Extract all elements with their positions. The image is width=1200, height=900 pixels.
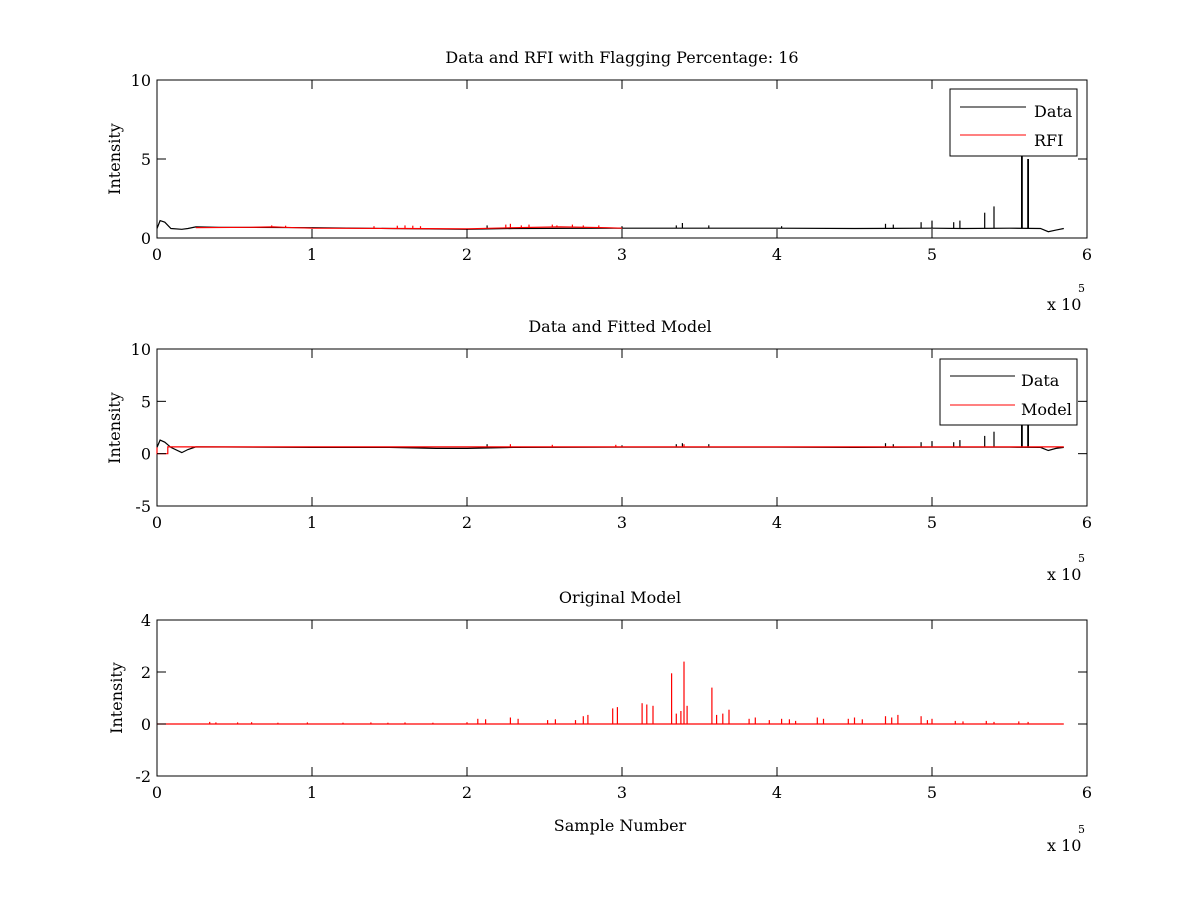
subplot-1-series-data-line — [156, 219, 1064, 233]
subplot-3-x-exponent-power: 5 — [1078, 823, 1085, 836]
subplot-1-xtick-label: 0 — [152, 245, 162, 264]
subplot-2-legend-label-data: Data — [1021, 371, 1060, 390]
subplot-2-x-exponent-power: 5 — [1078, 552, 1085, 565]
subplot-1-title: Data and RFI with Flagging Percentage: 1… — [445, 48, 798, 67]
subplot-2-ytick-label: 0 — [141, 445, 151, 464]
subplot-1-ylabel: Intensity — [105, 123, 124, 195]
subplot-2-xtick-label: 3 — [617, 513, 627, 532]
subplot-1-xtick-label: 1 — [307, 245, 317, 264]
subplot-1-xtick-label: 5 — [927, 245, 937, 264]
subplot-2-title: Data and Fitted Model — [528, 317, 711, 336]
subplot-2-xtick-label: 6 — [1082, 513, 1092, 532]
subplot-3-ytick-label: 0 — [141, 715, 151, 734]
subplot-3-xtick-label: 2 — [462, 783, 472, 802]
subplot-1-plot-area: 0 1 2 3 4 5 6 0 5 10 — [131, 71, 1092, 264]
subplot-1-xtick-label: 2 — [462, 245, 472, 264]
subplot-3-xtick-label: 6 — [1082, 783, 1092, 802]
subplot-1-ytick-label: 0 — [141, 229, 151, 248]
subplot-2-ytick-label: 5 — [141, 392, 151, 411]
subplot-2-legend-box — [939, 358, 1078, 426]
subplot-2: Data and Fitted Model Intensity 0 1 2 3 4 5 6 -… — [105, 317, 1092, 584]
subplot-3-ytick-label: 2 — [141, 663, 151, 682]
subplot-2-xtick-label: 4 — [772, 513, 782, 532]
subplot-1-x-exponent-base: x 10 — [1047, 295, 1081, 314]
subplot-1-ytick-label: 10 — [131, 71, 151, 90]
subplot-2-xtick-label: 1 — [307, 513, 317, 532]
subplot-1-x-exponent-power: 5 — [1078, 282, 1085, 295]
subplot-2-ytick-label: -5 — [135, 497, 151, 516]
subplot-2-legend-label-model: Model — [1021, 400, 1072, 419]
subplot-3-xlabel: Sample Number — [554, 816, 687, 835]
subplot-1: Data and RFI with Flagging Percentage: 1… — [105, 48, 1092, 314]
subplot-2-ylabel: Intensity — [105, 392, 124, 464]
subplot-2-xtick-label: 2 — [462, 513, 472, 532]
subplot-3-xtick-label: 4 — [772, 783, 782, 802]
subplot-1-legend-box — [949, 88, 1078, 157]
subplot-1-legend: Data RFI — [949, 88, 1078, 157]
subplot-2-series-model-line — [156, 446, 1064, 455]
subplot-2-xtick-label: 5 — [927, 513, 937, 532]
subplot-1-ytick-label: 5 — [141, 150, 151, 169]
subplot-1-legend-label-rfi: RFI — [1034, 131, 1063, 150]
subplot-2-x-exponent-base: x 10 — [1047, 565, 1081, 584]
subplot-3-title: Original Model — [559, 588, 681, 607]
subplot-3-ytick-label: 4 — [141, 611, 151, 630]
subplot-1-legend-label-data: Data — [1034, 102, 1073, 121]
subplot-1-xtick-label: 3 — [617, 245, 627, 264]
subplot-2-legend: Data Model — [939, 358, 1078, 426]
subplot-3-xtick-label: 3 — [617, 783, 627, 802]
subplot-3-xtick-label: 0 — [152, 783, 162, 802]
subplot-2-ytick-label: 10 — [131, 340, 151, 359]
subplot-3-xtick-label: 5 — [927, 783, 937, 802]
subplot-3-ytick-label: -2 — [135, 767, 151, 786]
subplot-2-xtick-label: 0 — [152, 513, 162, 532]
subplot-1-xtick-label: 6 — [1082, 245, 1092, 264]
subplot-3-ylabel: Intensity — [107, 662, 126, 734]
subplot-1-xtick-label: 4 — [772, 245, 782, 264]
subplot-3-x-exponent-base: x 10 — [1047, 836, 1081, 855]
subplot-3-xtick-label: 1 — [307, 783, 317, 802]
